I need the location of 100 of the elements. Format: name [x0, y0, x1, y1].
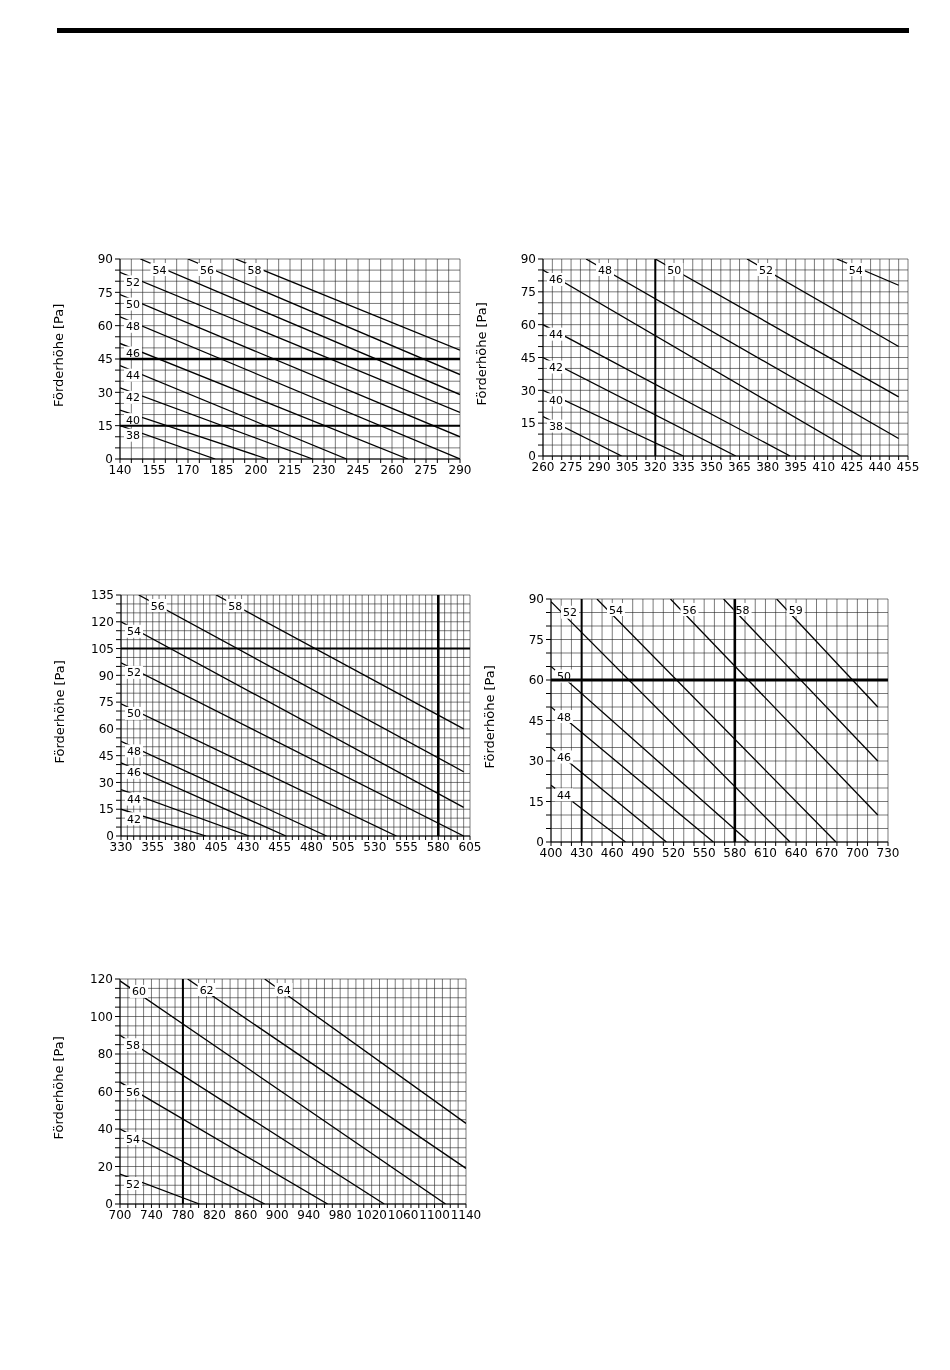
series-label: 42	[126, 391, 140, 405]
series-label: 62	[199, 983, 214, 997]
x-tick-label: 395	[784, 459, 808, 474]
series-label: 60	[132, 985, 146, 999]
series-label: 48	[127, 744, 141, 758]
series-label: 38	[126, 429, 140, 443]
y-tick-label: 75	[528, 632, 544, 647]
x-tick-label: 260	[380, 462, 404, 477]
x-tick-label: 505	[331, 839, 355, 854]
y-axis-title: Förderhöhe [Pa]	[473, 302, 489, 406]
x-tick-label: 1140	[450, 1207, 482, 1222]
y-axis-title: Förderhöhe [Pa]	[481, 665, 497, 769]
series-label: 50	[127, 707, 141, 721]
x-tick-label: 290	[587, 459, 611, 474]
x-tick-label: 200	[244, 462, 268, 477]
y-tick-label: 75	[98, 695, 114, 710]
y-axis-title: Förderhöhe [Pa]	[51, 660, 67, 764]
series-label: 54	[127, 625, 141, 639]
y-tick-label: 15	[520, 416, 536, 431]
x-tick-label: 1100	[419, 1207, 450, 1222]
series-label: 42	[127, 812, 141, 826]
y-axis-title: Förderhöhe [Pa]	[50, 1036, 66, 1140]
y-tick-label: 90	[520, 252, 536, 267]
x-tick-label: 700	[845, 845, 869, 860]
series-label: 58	[126, 1038, 140, 1052]
y-tick-label: 45	[520, 350, 536, 365]
x-tick-label: 860	[234, 1207, 258, 1222]
x-tick-label: 290	[448, 462, 472, 477]
x-tick-label: 530	[363, 839, 387, 854]
x-tick-label: 610	[754, 845, 777, 860]
series-label: 38	[549, 420, 563, 434]
x-tick-label: 670	[815, 845, 839, 860]
series-label: 59	[788, 603, 803, 617]
y-tick-label: 75	[520, 285, 536, 300]
series-label: 52	[759, 263, 774, 277]
y-tick-label: 135	[91, 588, 114, 603]
y-tick-label: 40	[97, 1122, 113, 1137]
x-tick-label: 185	[210, 462, 234, 477]
x-tick-label: 460	[600, 845, 624, 860]
x-tick-label: 640	[784, 845, 808, 860]
x-tick-label: 275	[414, 462, 438, 477]
x-tick-label: 425	[840, 459, 864, 474]
y-tick-label: 15	[97, 418, 113, 433]
x-tick-label: 550	[692, 845, 716, 860]
x-tick-label: 440	[868, 459, 892, 474]
y-tick-label: 20	[97, 1159, 113, 1174]
y-tick-label: 30	[98, 775, 114, 790]
series-label: 58	[247, 263, 262, 277]
series-label: 48	[598, 263, 613, 277]
series-label: 56	[682, 603, 697, 617]
series-label: 54	[152, 263, 167, 277]
x-tick-label: 490	[631, 845, 655, 860]
x-tick-label: 335	[671, 459, 695, 474]
y-tick-label: 80	[97, 1047, 113, 1062]
series-label: 54	[848, 263, 863, 277]
series-label: 44	[549, 328, 563, 342]
y-tick-label: 90	[97, 252, 113, 267]
series-label: 52	[127, 666, 141, 680]
y-tick-label: 120	[91, 615, 114, 630]
x-tick-label: 380	[756, 459, 780, 474]
x-tick-label: 275	[559, 459, 583, 474]
series-label: 56	[126, 1085, 140, 1099]
series-label: 46	[126, 346, 140, 360]
y-tick-label: 45	[98, 748, 114, 763]
x-tick-label: 455	[896, 459, 920, 474]
series-label: 40	[126, 413, 140, 427]
y-tick-label: 15	[528, 794, 544, 809]
x-tick-label: 355	[141, 839, 165, 854]
x-tick-label: 215	[278, 462, 302, 477]
x-tick-label: 245	[346, 462, 370, 477]
series-label: 52	[126, 1177, 140, 1191]
series-label: 50	[126, 298, 140, 312]
x-tick-label: 580	[723, 845, 747, 860]
x-tick-label: 1020	[356, 1207, 387, 1222]
y-tick-label: 60	[97, 1084, 113, 1099]
series-label: 54	[608, 603, 623, 617]
series-label: 52	[563, 606, 577, 620]
x-tick-label: 260	[531, 459, 555, 474]
x-tick-label: 780	[171, 1207, 195, 1222]
x-tick-label: 900	[265, 1207, 289, 1222]
y-tick-label: 90	[98, 668, 114, 683]
series-label: 44	[557, 788, 571, 802]
series-label: 46	[549, 273, 563, 287]
x-tick-label: 740	[140, 1207, 163, 1222]
series-label: 40	[549, 393, 563, 407]
x-tick-label: 730	[876, 845, 900, 860]
y-tick-label: 45	[528, 713, 544, 728]
x-tick-label: 305	[615, 459, 639, 474]
series-label: 48	[557, 710, 571, 724]
x-tick-label: 140	[108, 462, 132, 477]
y-tick-label: 100	[90, 1009, 113, 1024]
series-label: 50	[667, 263, 682, 277]
series-label: 64	[276, 983, 291, 997]
series-label: 42	[549, 361, 563, 374]
y-tick-label: 60	[98, 722, 114, 737]
series-label: 56	[150, 599, 165, 613]
series-label: 58	[228, 599, 243, 613]
y-tick-label: 60	[528, 673, 544, 688]
y-tick-label: 105	[91, 641, 114, 656]
x-tick-label: 170	[176, 462, 200, 477]
